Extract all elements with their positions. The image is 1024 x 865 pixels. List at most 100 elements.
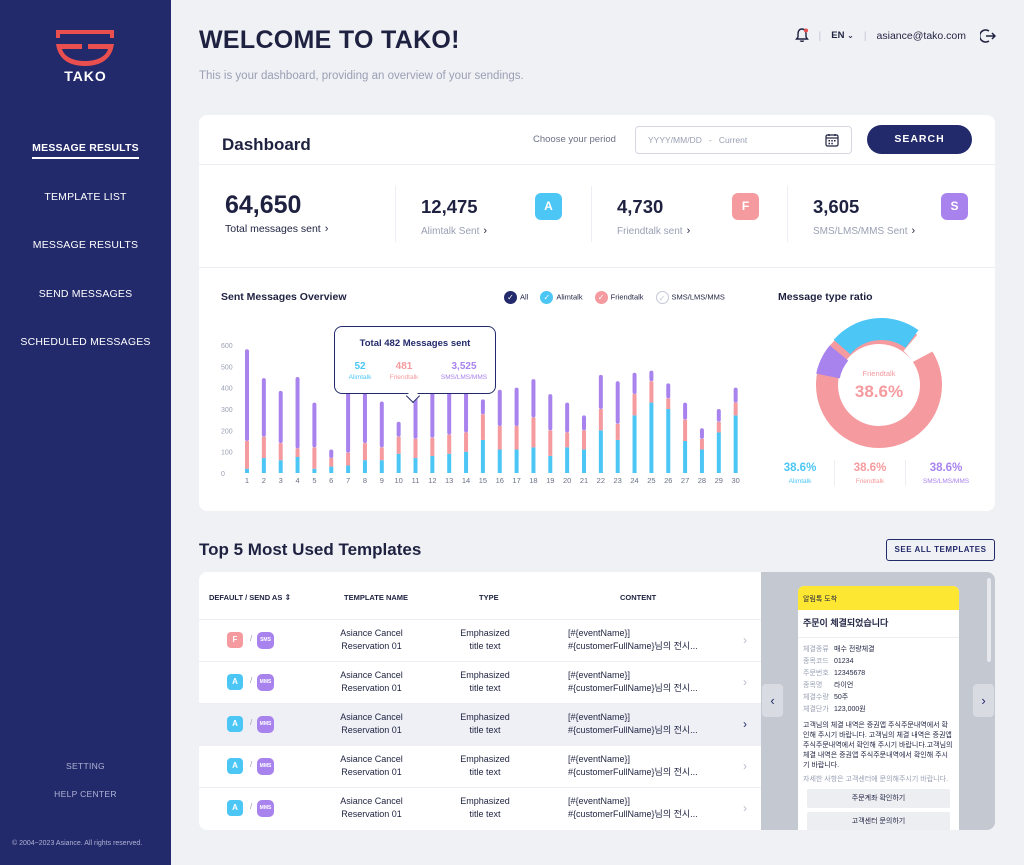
calendar-icon[interactable]: [825, 133, 839, 147]
bar-friendtalk[interactable]: [261, 436, 266, 459]
bar-alimtalk[interactable]: [531, 447, 536, 473]
bar-friendtalk[interactable]: [531, 417, 536, 448]
bar-alimtalk[interactable]: [716, 432, 721, 473]
bar-sms[interactable]: [548, 394, 553, 431]
bar-friendtalk[interactable]: [716, 421, 721, 433]
sidebar-item-message-results-2[interactable]: MESSAGE RESULTS: [32, 239, 139, 251]
bar-alimtalk[interactable]: [379, 460, 384, 473]
table-row[interactable]: A / MMS Asiance Cancel Reservation 01 Emphasi…: [199, 661, 761, 703]
bar-friendtalk[interactable]: [565, 432, 570, 448]
table-row[interactable]: F / SMS Asiance Cancel Reservation 01 Emphasi…: [199, 619, 761, 661]
bar-alimtalk[interactable]: [329, 466, 334, 473]
bar-friendtalk[interactable]: [464, 432, 469, 452]
bar-alimtalk[interactable]: [683, 441, 688, 473]
user-email[interactable]: asiance@tako.com: [876, 29, 966, 42]
bar-sms[interactable]: [632, 372, 637, 395]
bar-alimtalk[interactable]: [480, 439, 485, 473]
table-row[interactable]: A / MMS Asiance Cancel Reservation 01 Emphasi…: [199, 703, 761, 745]
sidebar-item-send-messages[interactable]: SEND MESSAGES: [38, 288, 133, 300]
search-button[interactable]: SEARCH: [867, 125, 972, 154]
bar-alimtalk[interactable]: [261, 458, 266, 473]
bar-friendtalk[interactable]: [598, 409, 603, 431]
bar-alimtalk[interactable]: [598, 430, 603, 473]
bar-sms[interactable]: [531, 379, 536, 418]
bar-sms[interactable]: [598, 374, 603, 409]
bar-sms[interactable]: [716, 409, 721, 422]
bar-sms[interactable]: [430, 387, 435, 438]
table-row[interactable]: A / MMS Asiance Cancel Reservation 01 Emphasi…: [199, 745, 761, 787]
bar-friendtalk[interactable]: [548, 430, 553, 456]
bar-sms[interactable]: [362, 381, 367, 444]
bar-sms[interactable]: [329, 449, 334, 459]
bar-sms[interactable]: [480, 399, 485, 415]
bar-alimtalk[interactable]: [464, 451, 469, 473]
bar-friendtalk[interactable]: [430, 437, 435, 456]
bar-alimtalk[interactable]: [699, 449, 704, 473]
bar-sms[interactable]: [464, 391, 469, 433]
preview-button-support[interactable]: 고객센터 문의하기: [807, 812, 950, 830]
bar-sms[interactable]: [295, 377, 300, 449]
sort-icon[interactable]: ⇕: [284, 593, 292, 602]
column-header-default[interactable]: DEFAULT / SEND AS ⇕: [209, 593, 292, 602]
bar-friendtalk[interactable]: [699, 438, 704, 450]
bar-sms[interactable]: [683, 402, 688, 420]
table-row[interactable]: A / MMS Asiance Cancel Reservation 01 Emphasi…: [199, 787, 761, 829]
bar-alimtalk[interactable]: [447, 453, 452, 473]
bar-friendtalk[interactable]: [362, 443, 367, 461]
sidebar-item-template-list[interactable]: TEMPLATE LIST: [44, 191, 127, 203]
legend-friendtalk[interactable]: ✓ Friendtalk: [594, 291, 644, 304]
bar-sms[interactable]: [447, 386, 452, 435]
bar-sms[interactable]: [312, 402, 317, 448]
bar-sms[interactable]: [699, 428, 704, 439]
bar-alimtalk[interactable]: [497, 449, 502, 473]
alimtalk-sent-link[interactable]: Alimtalk Sent ›: [421, 225, 488, 237]
chevron-right-icon[interactable]: ›: [743, 633, 747, 647]
chevron-right-icon[interactable]: ›: [743, 801, 747, 815]
see-all-templates-button[interactable]: SEE ALL TEMPLATES: [886, 539, 995, 561]
friendtalk-sent-link[interactable]: Friendtalk sent ›: [617, 225, 691, 237]
tako-logo[interactable]: [52, 26, 118, 66]
total-messages-link[interactable]: Total messages sent ›: [225, 223, 329, 235]
bar-alimtalk[interactable]: [548, 455, 553, 473]
bar-alimtalk[interactable]: [396, 453, 401, 473]
language-select[interactable]: EN ⌄: [831, 30, 854, 41]
legend-alimtalk[interactable]: ✓ Alimtalk: [540, 291, 583, 304]
bar-alimtalk[interactable]: [245, 468, 249, 473]
bar-alimtalk[interactable]: [278, 460, 283, 473]
bar-sms[interactable]: [379, 401, 384, 448]
bar-friendtalk[interactable]: [447, 434, 452, 454]
bar-alimtalk[interactable]: [632, 415, 637, 473]
preview-scrollbar[interactable]: [987, 578, 991, 662]
bar-friendtalk[interactable]: [615, 423, 620, 440]
bar-friendtalk[interactable]: [514, 426, 519, 450]
preview-next-button[interactable]: ›: [973, 684, 994, 717]
bar-alimtalk[interactable]: [413, 458, 418, 473]
bar-friendtalk[interactable]: [329, 458, 334, 467]
bar-friendtalk[interactable]: [480, 414, 485, 440]
sidebar-help-center-link[interactable]: HELP CENTER: [54, 789, 117, 799]
bar-alimtalk[interactable]: [362, 460, 367, 473]
preview-button-account[interactable]: 주문계좌 확인하기: [807, 789, 950, 808]
bar-alimtalk[interactable]: [346, 465, 351, 473]
bar-sms[interactable]: [278, 390, 283, 444]
period-input[interactable]: YYYY/MM/DD - Current: [635, 126, 852, 154]
sidebar-item-scheduled-messages[interactable]: SCHEDULED MESSAGES: [20, 336, 151, 348]
sidebar-item-message-results[interactable]: MESSAGE RESULTS: [0, 142, 171, 159]
bar-sms[interactable]: [733, 387, 738, 403]
bar-sms[interactable]: [649, 370, 654, 382]
sidebar-setting-link[interactable]: SETTING: [66, 761, 105, 771]
bar-alimtalk[interactable]: [312, 468, 317, 473]
legend-sms[interactable]: ✓ SMS/LMS/MMS: [655, 291, 725, 304]
chevron-right-icon[interactable]: ›: [743, 675, 747, 689]
bar-alimtalk[interactable]: [615, 439, 620, 473]
bar-friendtalk[interactable]: [346, 452, 351, 466]
logout-icon[interactable]: [979, 28, 997, 43]
bar-friendtalk[interactable]: [295, 448, 300, 457]
chevron-right-icon[interactable]: ›: [743, 717, 747, 731]
preview-prev-button[interactable]: ‹: [762, 684, 783, 717]
bar-friendtalk[interactable]: [379, 447, 384, 461]
bar-sms[interactable]: [582, 415, 586, 431]
chevron-right-icon[interactable]: ›: [743, 759, 747, 773]
bar-alimtalk[interactable]: [582, 449, 586, 473]
bar-friendtalk[interactable]: [278, 443, 283, 461]
